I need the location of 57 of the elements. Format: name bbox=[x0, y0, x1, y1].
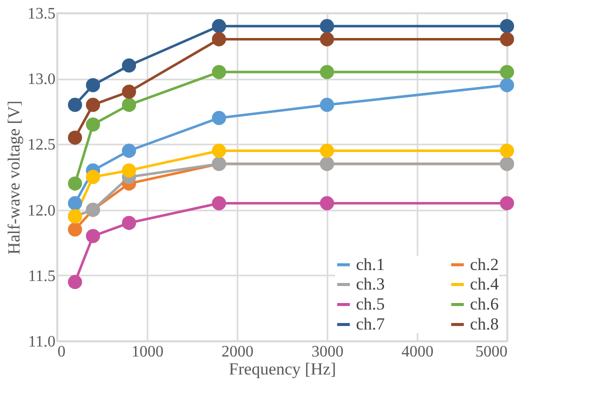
y-tick-label: 11.5 bbox=[28, 268, 56, 285]
point bbox=[68, 196, 82, 210]
point bbox=[86, 228, 100, 244]
legend-label: ch.5 bbox=[356, 294, 385, 314]
point bbox=[68, 98, 82, 112]
point bbox=[212, 196, 226, 210]
legend-label: ch.8 bbox=[470, 314, 499, 334]
point bbox=[320, 64, 334, 80]
point bbox=[86, 78, 100, 92]
x-tick-label: 2000 bbox=[222, 344, 254, 360]
y-axis-title: Half-wave voltage [V] bbox=[4, 100, 24, 254]
y-tick-label: 12.0 bbox=[28, 202, 56, 220]
legend-label: ch.7 bbox=[356, 314, 386, 334]
y-tick-label: 13.0 bbox=[28, 71, 56, 88]
x-tick-label: 5000 bbox=[476, 344, 508, 360]
point bbox=[68, 176, 82, 191]
point bbox=[500, 144, 514, 158]
point bbox=[500, 19, 514, 34]
point bbox=[122, 84, 136, 99]
legend-label: ch.6 bbox=[470, 294, 499, 314]
point bbox=[500, 78, 514, 92]
point bbox=[320, 32, 334, 46]
x-tick-label: 3000 bbox=[312, 344, 344, 360]
point bbox=[68, 222, 82, 237]
point bbox=[122, 163, 136, 178]
x-tick-label: 0 bbox=[58, 344, 66, 360]
legend-label: ch.2 bbox=[470, 254, 499, 274]
point bbox=[212, 64, 226, 80]
point bbox=[86, 170, 100, 184]
x-axis-title: Frequency [Hz] bbox=[228, 360, 336, 378]
point bbox=[122, 98, 136, 112]
point bbox=[320, 196, 334, 210]
point bbox=[500, 196, 514, 210]
point bbox=[68, 274, 82, 290]
point bbox=[212, 32, 226, 46]
point bbox=[212, 144, 226, 158]
legend-label: ch.1 bbox=[356, 254, 385, 274]
legend-label: ch.3 bbox=[356, 274, 385, 294]
point bbox=[122, 216, 136, 230]
point bbox=[86, 98, 100, 112]
point bbox=[122, 58, 136, 73]
y-tick-label: 13.5 bbox=[28, 6, 56, 22]
legend-label: ch.4 bbox=[470, 274, 500, 294]
point bbox=[212, 110, 226, 126]
point bbox=[320, 144, 334, 158]
point bbox=[320, 98, 334, 112]
y-tick-label: 11.0 bbox=[28, 334, 56, 350]
point bbox=[320, 19, 334, 34]
point bbox=[500, 64, 514, 80]
point bbox=[86, 117, 100, 132]
x-tick-label: 4000 bbox=[402, 344, 434, 360]
y-tick-label: 12.5 bbox=[28, 136, 56, 154]
point bbox=[68, 130, 82, 145]
point bbox=[500, 32, 514, 46]
point bbox=[212, 19, 226, 34]
point bbox=[122, 144, 136, 158]
x-tick-label: 1000 bbox=[132, 344, 164, 360]
